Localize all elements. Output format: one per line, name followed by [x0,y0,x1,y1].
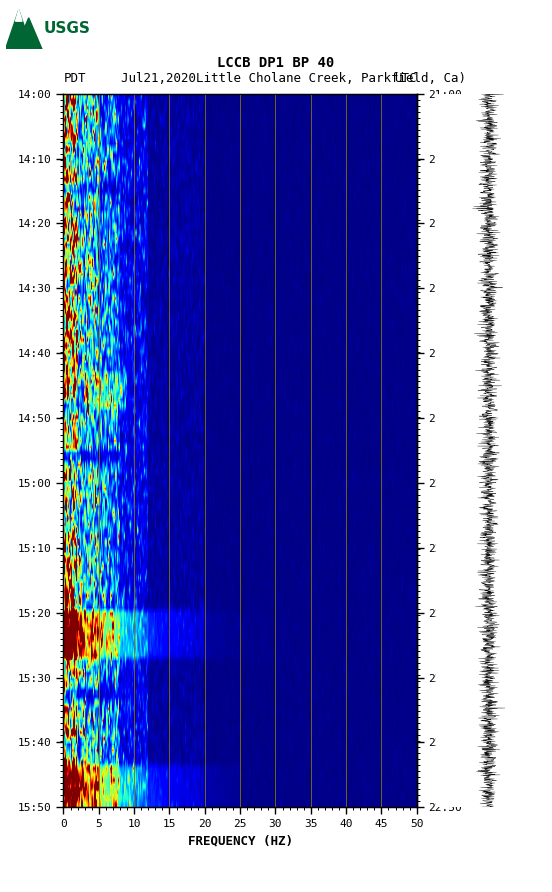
X-axis label: FREQUENCY (HZ): FREQUENCY (HZ) [188,835,293,847]
Text: PDT: PDT [63,71,86,85]
Text: USGS: USGS [44,21,91,37]
Polygon shape [6,10,32,49]
Polygon shape [15,10,22,21]
Text: LCCB DP1 BP 40: LCCB DP1 BP 40 [217,55,335,70]
Text: UTC: UTC [394,71,417,85]
Text: Jul21,2020Little Cholane Creek, Parkfield, Ca): Jul21,2020Little Cholane Creek, Parkfiel… [121,71,466,85]
Polygon shape [15,18,42,49]
